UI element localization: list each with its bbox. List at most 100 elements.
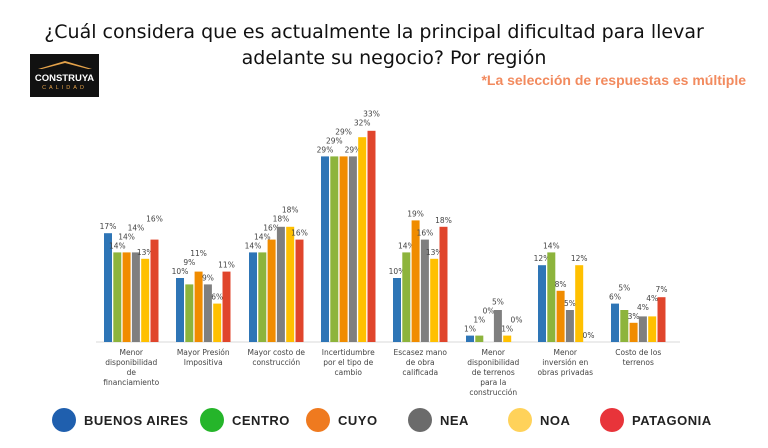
data-label: 13%: [137, 248, 154, 257]
category-label: Mayor Presión Impositiva: [177, 348, 230, 367]
bar: [648, 316, 657, 342]
data-label: 29%: [345, 145, 362, 154]
bar: [367, 130, 376, 342]
data-label: 16%: [146, 214, 163, 223]
data-label: 29%: [326, 136, 343, 145]
bar: [258, 252, 267, 342]
bar: [286, 226, 295, 342]
bar: [620, 310, 629, 342]
legend-label: NEA: [440, 412, 469, 428]
bar: [475, 335, 484, 342]
bar: [466, 335, 474, 342]
data-label: 7%: [656, 285, 668, 294]
bar: [141, 258, 150, 342]
legend: BUENOS AIRES CENTRO CUYO NEA NOA PATAGONIA: [0, 408, 768, 438]
data-label: 9%: [183, 258, 195, 267]
category-label: Menor inversión en obras privadas: [537, 348, 593, 377]
bar: [122, 252, 131, 342]
category-label: Costo de los terrenos: [615, 348, 661, 367]
bar: [295, 239, 304, 342]
data-label: 5%: [564, 299, 576, 308]
bar: [150, 239, 159, 342]
bar: [547, 252, 556, 342]
bar: [657, 297, 666, 342]
data-label: 29%: [317, 145, 334, 154]
data-label: 1%: [464, 325, 476, 334]
bar: [185, 284, 194, 342]
category-label: Menor disponibilidad de financiamiento: [103, 348, 159, 387]
bar: [276, 226, 285, 342]
multiple-answers-note: *La selección de respuestas es múltiple: [481, 72, 746, 88]
chart-title-line-1: ¿Cuál considera que es actualmente la pr…: [44, 21, 704, 43]
bar: [131, 252, 140, 342]
data-label: 8%: [555, 280, 567, 289]
category-label: Menor disponibilidad de terrenos para la con…: [467, 348, 519, 397]
bar: [538, 265, 546, 342]
bar: [575, 265, 584, 342]
data-label: 18%: [435, 216, 452, 225]
data-label: 18%: [282, 205, 299, 214]
data-label: 29%: [335, 127, 352, 136]
data-label: 9%: [202, 273, 214, 282]
data-label: 14%: [109, 241, 126, 250]
roof-icon: [38, 61, 92, 69]
data-label: 10%: [389, 267, 406, 276]
bar: [493, 310, 502, 342]
data-label: 16%: [263, 223, 280, 232]
legend-swatch: [52, 408, 76, 432]
bar: [267, 239, 276, 342]
bar: [104, 233, 112, 342]
data-label: 13%: [426, 248, 443, 257]
data-label: 12%: [571, 254, 588, 263]
data-label: 32%: [354, 118, 371, 127]
bar: [393, 278, 401, 342]
legend-swatch: [306, 408, 330, 432]
data-label: 6%: [211, 293, 223, 302]
legend-item: BUENOS AIRES: [52, 408, 188, 432]
bar: [358, 137, 367, 342]
data-label: 16%: [291, 229, 308, 238]
bar: [611, 303, 619, 342]
data-label: 14%: [128, 223, 145, 232]
bar: [503, 335, 512, 342]
data-label: 14%: [543, 241, 560, 250]
logo-subtext: CALIDAD: [42, 85, 87, 91]
data-label: 11%: [190, 249, 207, 258]
data-label: 1%: [501, 325, 513, 334]
data-label: 16%: [417, 229, 434, 238]
bar: [213, 303, 222, 342]
data-label: 6%: [609, 293, 621, 302]
data-label: 0%: [483, 307, 495, 316]
bar: [113, 252, 122, 342]
data-label: 3%: [628, 312, 640, 321]
legend-item: CUYO: [306, 408, 378, 432]
legend-swatch: [200, 408, 224, 432]
legend-label: NOA: [540, 412, 571, 428]
data-label: 19%: [407, 209, 424, 218]
category-label: Incertidumbre por el tipo de cambio: [322, 348, 375, 377]
bar: [629, 322, 638, 342]
logo-text: CONSTRUYA: [34, 73, 95, 84]
chart-title-line-2: adelante su negocio? Por región: [241, 47, 547, 69]
data-label: 4%: [637, 303, 649, 312]
data-label: 12%: [534, 254, 551, 263]
bar: [565, 310, 574, 342]
data-label: 14%: [245, 241, 262, 250]
bar: [402, 252, 411, 342]
bar: [411, 220, 420, 342]
legend-item: PATAGONIA: [600, 408, 712, 432]
data-label: 14%: [398, 241, 415, 250]
data-label: 1%: [473, 316, 485, 325]
bar: [176, 278, 184, 342]
data-label: 0%: [583, 331, 595, 340]
bar: [330, 156, 339, 342]
data-label: 10%: [172, 267, 189, 276]
legend-label: PATAGONIA: [632, 412, 712, 428]
legend-item: NEA: [408, 408, 469, 432]
bar: [339, 156, 348, 342]
category-label: Mayor costo de construcción: [248, 348, 306, 367]
data-label: 5%: [618, 284, 630, 293]
bar: [439, 226, 448, 342]
data-label: 14%: [118, 232, 135, 241]
